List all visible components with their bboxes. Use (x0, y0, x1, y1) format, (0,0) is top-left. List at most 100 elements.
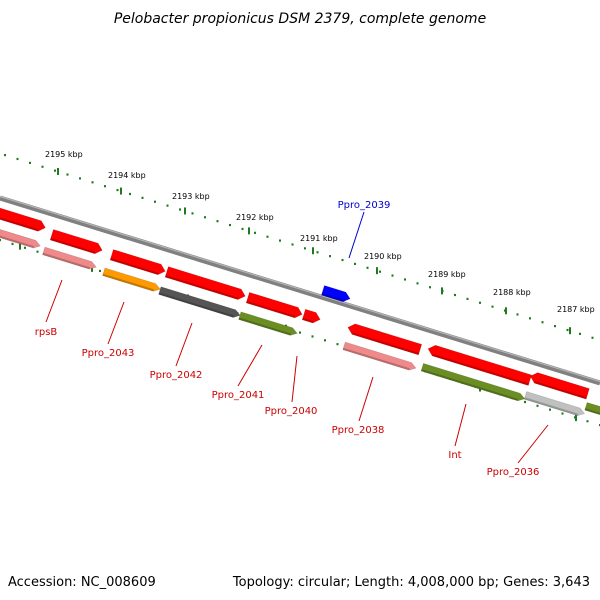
outer-tick-dot (579, 332, 581, 335)
inner-tick-dot (524, 400, 526, 404)
outer-tick-dot (166, 204, 169, 207)
gene-red-arrow (245, 291, 303, 319)
gene-light-gray-shade (524, 397, 579, 416)
outer-tick-dot (241, 227, 244, 231)
outer-tick-dot (41, 165, 44, 168)
gene-red-arrow (49, 229, 103, 255)
genome-backbone-highlight (0, 195, 600, 383)
gene-pink-feature (342, 341, 417, 371)
scale-label: 2194 kbp (108, 171, 146, 180)
gene-olive-arrow (238, 311, 298, 336)
outer-tick-dot (179, 208, 181, 211)
genome-backbone (0, 195, 600, 386)
gene-olive-shade (421, 369, 519, 401)
gene-red-feature (109, 249, 166, 276)
gene-dark-gray-shade (158, 292, 234, 318)
scale-label: 2193 kbp (172, 192, 210, 201)
inner-tick-dot (299, 331, 301, 334)
gene-pink-shade (42, 252, 90, 270)
gene-blue-arrow (321, 285, 351, 303)
scale-label: 2190 kbp (364, 252, 402, 261)
leader-line (517, 424, 549, 464)
outer-tick-dot (191, 212, 194, 215)
leader-line (358, 376, 374, 422)
inner-tick-dot (336, 343, 339, 346)
leader-line (45, 279, 63, 323)
outer-tick-dot (466, 297, 469, 301)
outer-tick-major (441, 287, 443, 295)
scale-labels: 2195 kbp 2194 kbp 2193 kbp 2192 kbp 2191 kbp… (45, 150, 595, 314)
gene-red-arrow (109, 249, 166, 276)
gene-pink-feature (42, 246, 97, 270)
inner-tick-dot (536, 404, 539, 407)
gene-red-arrow (347, 323, 423, 356)
outer-tick-dot (479, 301, 481, 304)
scale-label: 2191 kbp (300, 234, 338, 243)
gene-red-shade (110, 258, 159, 275)
inner-tick-dot (0, 239, 1, 242)
scale-label: 2188 kbp (493, 288, 531, 297)
gene-pink-feature (0, 226, 41, 249)
outer-tick-dot (516, 313, 519, 316)
outer-tick-dot (491, 305, 494, 308)
gene-red-shade (246, 300, 296, 318)
gene-red-shade (302, 317, 314, 324)
gene-red-feature (427, 344, 532, 386)
outer-tick-dot (154, 200, 156, 203)
outer-tick-dot (366, 266, 369, 269)
gene-olive-arrow (420, 362, 526, 402)
gene-label: Ppro_2038 (332, 425, 385, 436)
gene-olive-feature (238, 311, 298, 336)
outer-tick-dot (404, 278, 406, 281)
scale-label: 2192 kbp (236, 213, 274, 222)
outer-tick-dot (591, 336, 594, 339)
gene-blue-feature (321, 285, 351, 303)
outer-tick-dot (54, 169, 56, 172)
gene-red-arrow (164, 266, 246, 300)
gene-red-shade (0, 214, 39, 232)
gene-orange-arrow (102, 267, 161, 292)
label-leader-lines (45, 211, 549, 464)
gene-red-arrow (0, 205, 46, 232)
gene-dark-gray-feature (158, 286, 241, 318)
outer-tick-major (376, 267, 378, 275)
gene-pink-arrow (42, 246, 97, 270)
outer-tick-dot (129, 192, 131, 196)
gene-label: rpsB (35, 327, 58, 338)
gene-red-shade (432, 353, 529, 386)
outer-tick-major (312, 247, 314, 255)
gene-red-shade (165, 275, 239, 300)
outer-tick-dot (541, 321, 544, 324)
inner-tick-dot (311, 335, 314, 338)
outer-tick-dot (566, 328, 569, 332)
inner-tick-dot (549, 408, 551, 411)
outer-tick-dot (216, 220, 219, 223)
outer-tick-dot (141, 196, 144, 199)
gene-label: Ppro_2043 (82, 348, 135, 359)
outer-tick-dot (329, 255, 331, 258)
gene-red-feature (529, 372, 590, 400)
inner-tick-dot (586, 420, 589, 423)
gene-dark-gray-arrow (158, 286, 241, 318)
leader-line (291, 355, 298, 403)
gene-red-feature (0, 205, 46, 232)
leader-line (237, 344, 263, 387)
leader-line (348, 211, 365, 259)
outer-tick-major (505, 307, 507, 315)
gene-red-feature (49, 229, 103, 255)
inner-tick-dot (324, 339, 326, 342)
gene-red-arrow (529, 372, 590, 400)
gene-pink-arrow (0, 226, 41, 249)
gene-red-feature (245, 291, 303, 319)
outer-tick-dot (279, 239, 281, 242)
outer-tick-dot (391, 274, 394, 277)
gene-red-feature (347, 323, 423, 356)
outer-tick-dot (291, 243, 294, 246)
outer-scale-ticks (4, 154, 594, 339)
gene-red-shade (534, 381, 587, 400)
gene-olive-feature (420, 362, 526, 402)
outer-tick-dot (354, 262, 356, 266)
leader-line (175, 322, 193, 367)
gene-pink-shade (0, 232, 35, 249)
